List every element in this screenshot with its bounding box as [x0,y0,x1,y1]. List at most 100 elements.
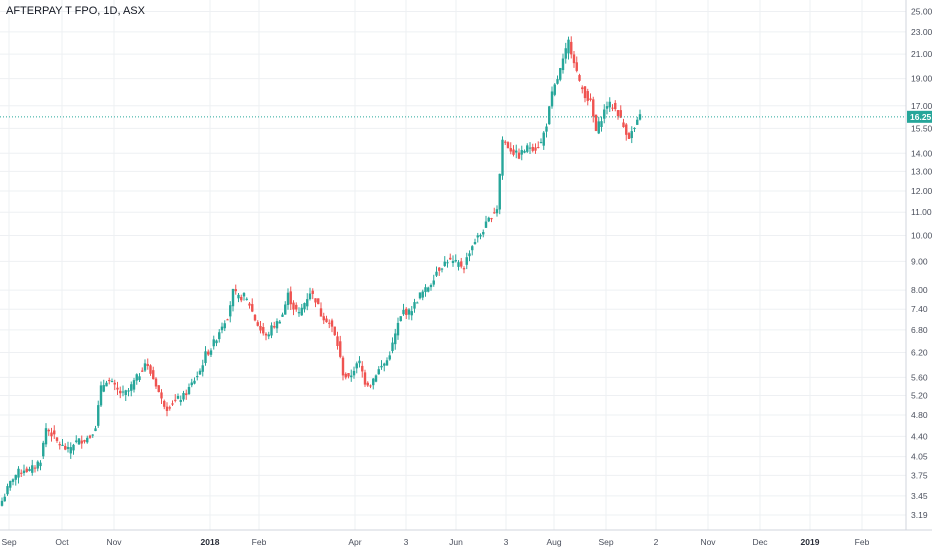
candle-body [592,99,595,117]
candle-body [636,119,639,125]
y-tick-label: 8.00 [911,285,928,295]
candle-body [292,302,295,310]
candle-body [198,370,202,375]
candle-body [622,122,625,128]
y-axis[interactable]: 25.00 23.00 21.00 19.00 17.00 15.50 14.00 13.00… [905,0,932,530]
candle-body [297,312,301,314]
candle-body [548,106,551,125]
y-tick-label: 9.00 [911,256,928,266]
candle-body [443,261,446,266]
candle-body [385,360,389,366]
candle-body [245,298,248,300]
y-tick-label: 7.40 [911,304,928,314]
candle-body [330,320,334,327]
candle-body [484,221,488,228]
y-tick-label: 17.00 [911,101,932,111]
candle-body [479,234,482,237]
candle-body [451,260,455,263]
y-tick-label: 4.80 [911,410,928,420]
candle-body [468,253,471,257]
candle-body [113,382,116,385]
candle-body [108,379,111,382]
candle-body [17,468,20,478]
candle-body [53,430,56,435]
candle-body [267,334,270,337]
candle-body [383,363,386,366]
candle-body [182,393,185,400]
candle-body [61,444,64,446]
candle-body [284,304,287,315]
candle-body [22,470,26,474]
candle-body [369,385,372,387]
candle-body [391,342,394,352]
candle-body [556,79,559,84]
candle-body [600,121,603,127]
candles [0,36,642,507]
candle-body [75,440,78,442]
candle-body [630,131,633,139]
candle-body [575,62,578,71]
candle-body [394,333,397,345]
candle-body [515,150,518,153]
candle-body [132,380,136,390]
candle-body [487,217,490,222]
candle-body [124,390,127,395]
candle-body [608,101,611,108]
candle-body [6,486,9,495]
candle-body [418,292,422,299]
candle-body [234,289,237,292]
candle-body [196,376,199,378]
x-tick-label: Nov [106,537,122,547]
candle-body [597,121,600,134]
y-tick-label: 5.60 [911,372,928,382]
candle-body [99,385,103,406]
candle-body [94,428,97,432]
candle-body [355,363,358,369]
candle-body [498,173,501,210]
candle-body [179,399,182,402]
candle-body [237,294,240,299]
candle-body [471,246,474,251]
x-axis[interactable]: Sep Oct Nov 2018 Feb Apr 3 Jun 3 Aug Sep 2 Nov Dec 201… [0,529,932,547]
x-tick-label: Sep [1,537,16,547]
candle-body [86,437,89,443]
last-price-line: 16.25 [0,110,932,123]
candle-body [165,406,169,411]
candle-body [534,147,537,151]
candle-body [138,376,141,381]
candle-body [119,390,122,394]
candle-body [143,363,147,371]
candle-body [163,400,166,407]
candle-body [39,462,42,467]
candle-body [366,382,369,386]
candle-body [300,307,303,316]
candle-body [432,280,435,285]
candle-body [341,357,345,376]
candle-body [424,287,427,293]
candle-body [614,102,617,110]
x-tick-label: Dec [752,537,768,547]
candle-body [154,378,158,387]
y-tick-label: 15.50 [911,123,932,133]
candle-body [14,474,17,480]
candle-body [311,290,314,294]
candle-body [42,442,45,457]
candle-body [171,403,174,405]
candle-body [416,302,419,304]
candle-body [594,114,598,131]
candle-body [611,107,614,109]
candle-body [627,133,631,139]
candle-body [581,87,584,90]
candle-body [50,432,53,437]
chart-title: AFTERPAY T FPO, 1D, ASX [6,5,145,17]
candle-body [333,326,336,336]
candle-body [539,142,543,144]
candle-body [350,375,353,378]
candle-body [358,360,361,364]
x-tick-label: 3 [504,537,509,547]
candle-body [421,291,424,298]
candle-body [157,385,160,393]
candle-body [526,145,529,152]
